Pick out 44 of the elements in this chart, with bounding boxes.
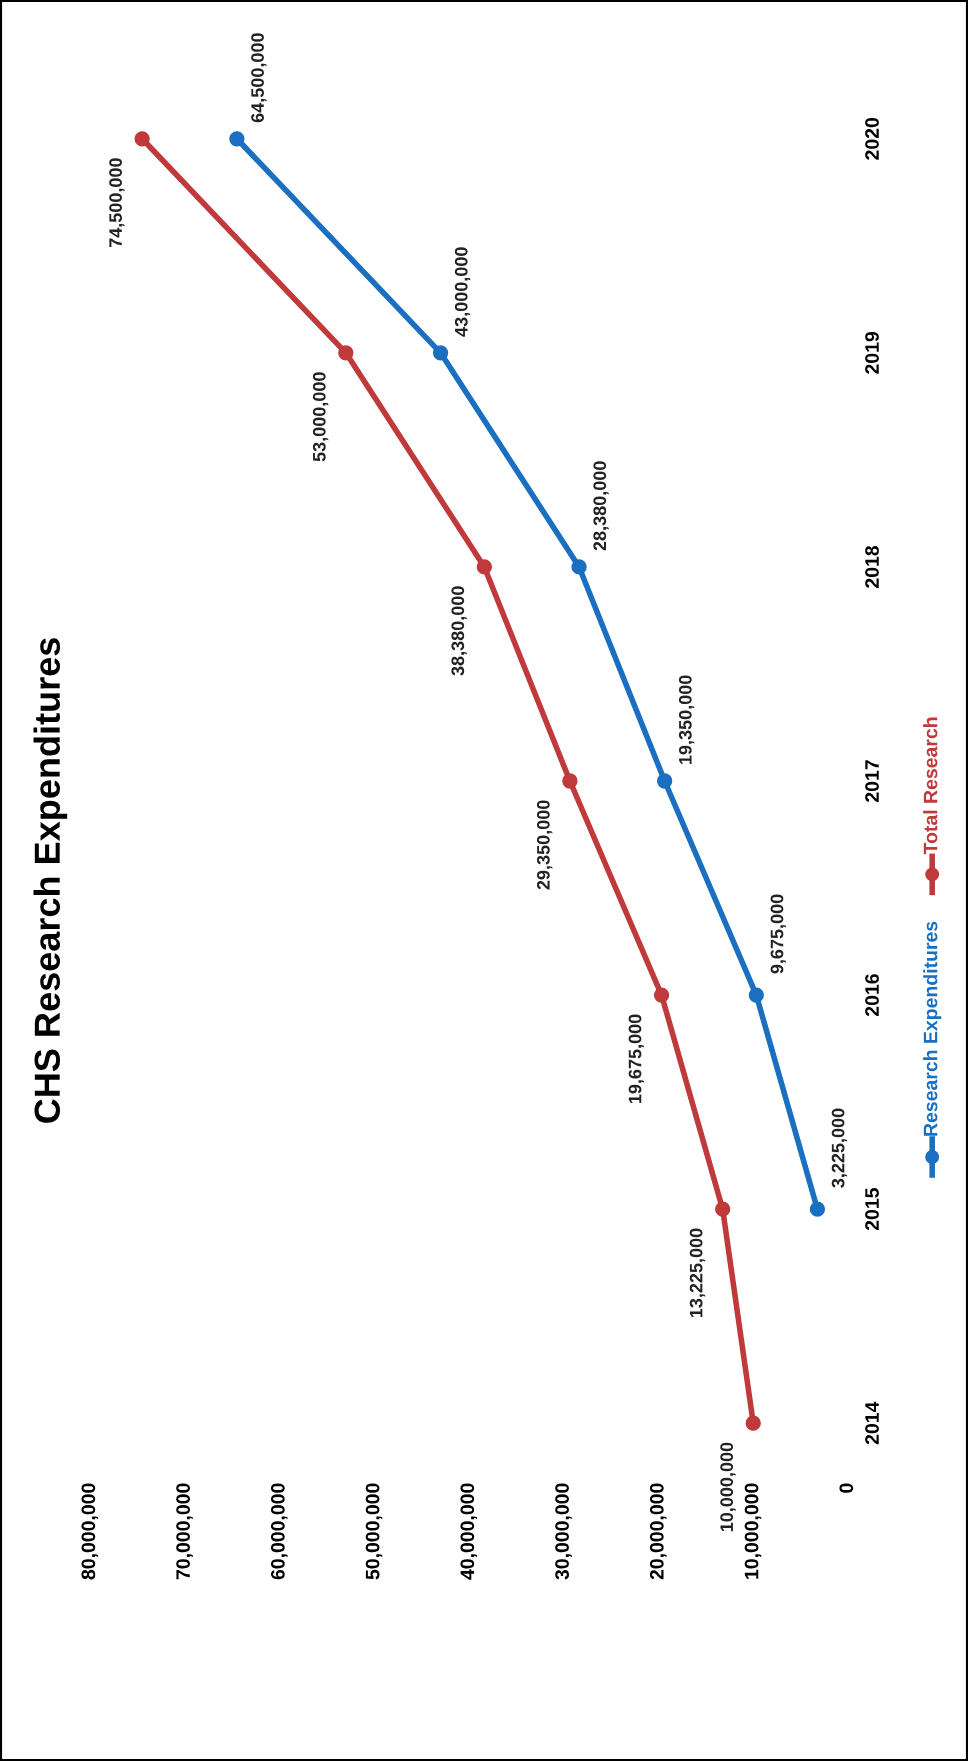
- y-tick-label: 2015: [865, 1188, 879, 1231]
- x-tick-label: 0: [839, 1483, 854, 1493]
- data-label: 13,225,000: [689, 1228, 706, 1318]
- text: CHS Research Expenditures: [33, 638, 68, 1123]
- text: Total Research: [923, 717, 938, 855]
- point: [134, 131, 150, 147]
- data-label: 74,500,000: [109, 158, 125, 248]
- data-label: 43,000,000: [454, 247, 471, 337]
- data-label: 64,500,000: [251, 33, 267, 123]
- data-label: 28,380,000: [593, 461, 609, 551]
- data-label: 3,225,000: [831, 1108, 848, 1188]
- text: Research Expenditures: [923, 921, 942, 1136]
- y-tick-label: 2019: [865, 331, 879, 374]
- data-label: 38,380,000: [451, 586, 467, 676]
- point: [745, 1415, 761, 1431]
- data-label: 9,675,000: [770, 894, 786, 974]
- point: [432, 345, 449, 361]
- y-tick-label: 2018: [865, 545, 879, 588]
- y-tick-label: 2016: [865, 974, 879, 1017]
- data-label: 29,350,000: [536, 800, 553, 890]
- point: [748, 987, 764, 1003]
- point: [571, 559, 587, 575]
- x-tick-label: 50,000,000: [365, 1483, 383, 1580]
- y-tick-label: 2017: [865, 760, 879, 802]
- data-label: 53,000,000: [312, 372, 329, 462]
- x-tick-label: 40,000,000: [460, 1483, 478, 1580]
- point: [657, 773, 673, 789]
- x-tick-label: 70,000,000: [176, 1483, 193, 1580]
- data-label: 19,350,000: [678, 675, 695, 764]
- data-label: 19,675,000: [628, 1014, 645, 1104]
- y-tick-label: 2014: [865, 1401, 879, 1445]
- x-tick-label: 60,000,000: [270, 1483, 288, 1580]
- point: [229, 131, 245, 147]
- point: [338, 345, 354, 361]
- point: [653, 987, 670, 1003]
- x-tick-label: 20,000,000: [649, 1483, 667, 1580]
- point: [715, 1201, 731, 1217]
- point: [562, 773, 578, 789]
- x-tick-label: 10,000,000: [744, 1483, 762, 1579]
- point: [809, 1201, 826, 1217]
- point: [476, 559, 492, 575]
- y-tick-label: 2020: [865, 117, 879, 160]
- x-tick-label: 30,000,000: [555, 1483, 572, 1580]
- x-tick-label: 80,000,000: [81, 1483, 99, 1580]
